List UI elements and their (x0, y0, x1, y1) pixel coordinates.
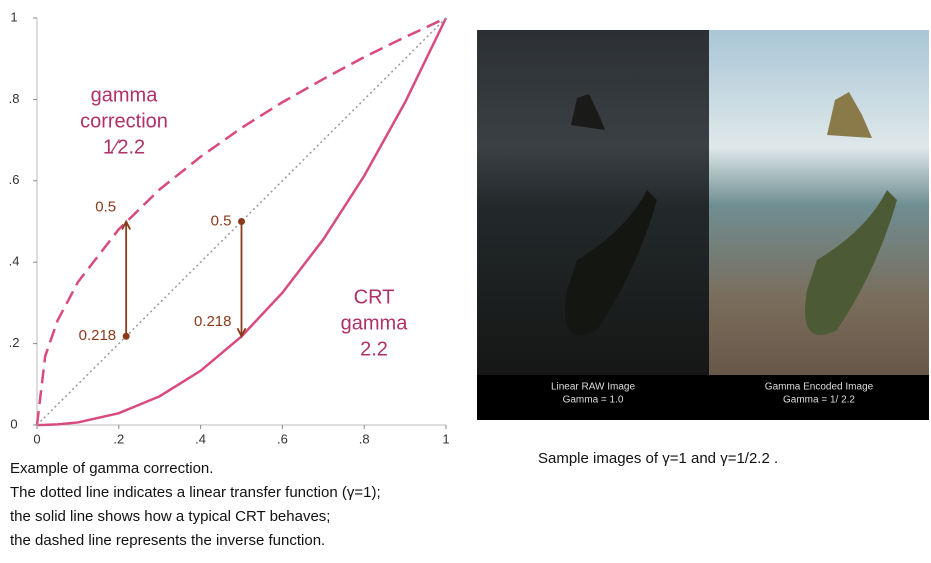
label-band (477, 375, 929, 420)
arrow-origin (122, 332, 130, 340)
y-tick-label: .6 (9, 172, 20, 187)
caption-line: The dotted line indicates a linear trans… (10, 484, 381, 501)
annotation: gamma (91, 84, 159, 106)
arrow-head (121, 219, 131, 230)
arrow-label: 0.5 (211, 212, 232, 229)
y-tick-label: 1 (10, 9, 17, 24)
y-tick-label: .8 (9, 91, 20, 106)
image-label: Linear RAW Image (551, 382, 636, 393)
rock (571, 94, 605, 130)
encoded-half (709, 30, 929, 420)
arrow-head (236, 327, 247, 339)
linear-half (477, 30, 709, 420)
rock (805, 190, 897, 335)
annotation: 1⁄2.2 (103, 136, 145, 158)
sample-image: Linear RAW Image Gamma = 1.0 Gamma Encod… (477, 30, 929, 420)
arrow-label: 0.5 (95, 198, 116, 215)
line-series (36, 17, 447, 426)
annotation: CRT (354, 286, 395, 308)
rock (565, 190, 657, 335)
x-tick-label: .8 (359, 431, 370, 446)
image-label: Gamma Encoded Image (765, 382, 874, 393)
x-tick-label: 0 (33, 431, 40, 446)
image-caption: Sample images of γ=1 and γ=1/2.2 . (538, 450, 779, 467)
line-series (35, 16, 447, 426)
image-label: Gamma = 1/ 2.2 (783, 395, 855, 406)
annotation: correction (80, 110, 168, 132)
caption-line: the solid line shows how a typical CRT b… (10, 508, 331, 525)
x-tick-label: .2 (113, 431, 124, 446)
rock (827, 92, 872, 138)
y-tick-label: .2 (9, 335, 20, 350)
line-series (36, 17, 448, 427)
caption-line: Example of gamma correction. (10, 460, 214, 477)
arrow-label: 0.218 (194, 313, 232, 330)
annotation: 2.2 (360, 338, 388, 360)
annotation: gamma (341, 312, 409, 334)
y-tick-label: .4 (9, 254, 20, 269)
arrow-label: 0.218 (79, 327, 117, 344)
x-tick-label: .6 (277, 431, 288, 446)
y-tick-label: 0 (10, 416, 17, 431)
image-label: Gamma = 1.0 (563, 395, 624, 406)
chart: 0 .2 .4 .6 .8 1 0 .2 .4 .6 .8 1 0.218 0.5 0.5 0.218 gamm… (9, 9, 450, 446)
arrow-origin (238, 218, 245, 225)
x-tick-label: .4 (195, 431, 206, 446)
x-tick-label: 1 (442, 431, 449, 446)
caption-line: the dashed line represents the inverse f… (10, 532, 326, 549)
